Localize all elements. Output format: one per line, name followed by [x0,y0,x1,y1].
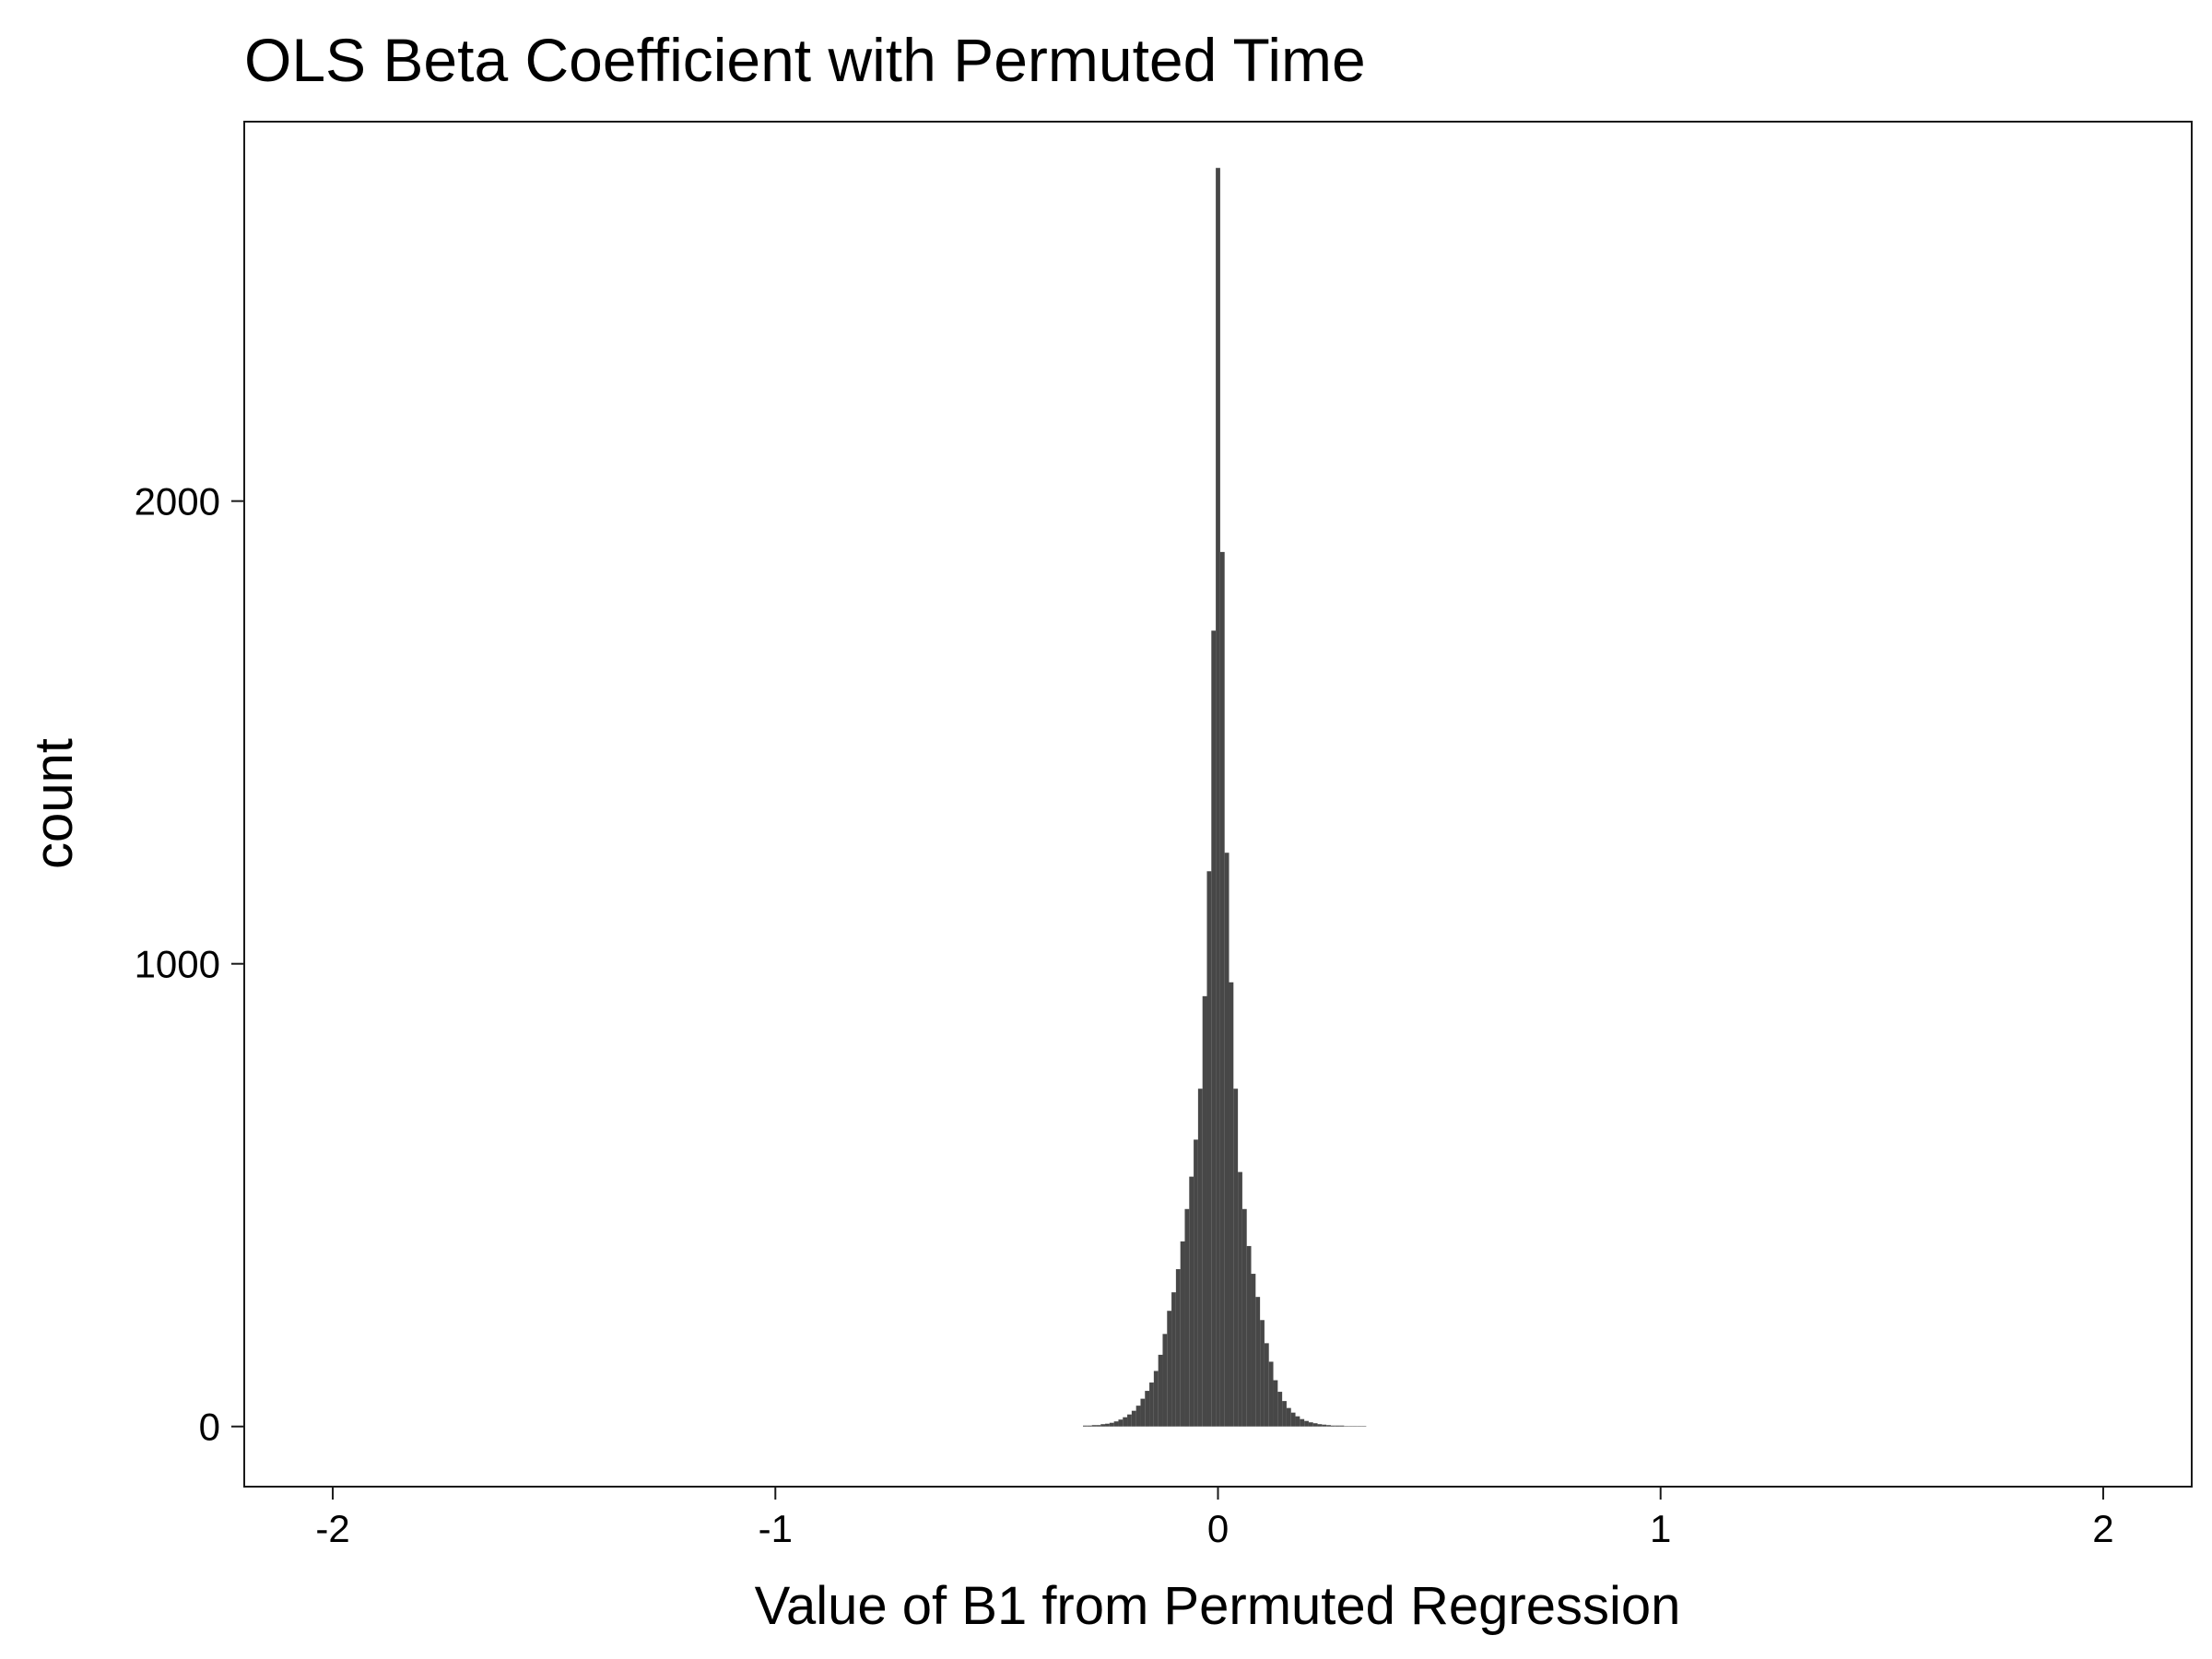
histogram-bar [1109,1422,1114,1427]
histogram-bar [1251,1274,1256,1427]
y-axis-title: count [24,738,84,869]
histogram-bar [1264,1343,1269,1427]
histogram-bar [1286,1407,1291,1427]
y-tick-label: 0 [199,1406,220,1449]
histogram-bar [1162,1334,1168,1427]
x-tick-label: -2 [315,1507,349,1550]
x-tick-label: -1 [759,1507,793,1550]
histogram-bar [1189,1176,1194,1427]
histogram-bar [1202,995,1207,1427]
histogram-bar [1105,1423,1110,1427]
x-tick-label: 0 [1207,1507,1229,1550]
histogram-bar [1140,1398,1146,1427]
histogram-bar [1194,1139,1198,1427]
histogram-bar [1216,168,1220,1427]
chart-title: OLS Beta Coefficient with Permuted Time [244,26,1366,94]
histogram-bar [1206,871,1212,1427]
histogram-bar [1087,1425,1092,1427]
histogram-bar [1123,1417,1128,1427]
histogram-bar [1100,1424,1106,1427]
y-tick-label: 2000 [135,480,220,524]
histogram-bar [1339,1425,1345,1427]
histogram-bar [1268,1361,1274,1427]
histogram-bar [1290,1412,1296,1427]
histogram-bar [1348,1426,1353,1427]
histogram-bar [1335,1425,1340,1427]
histogram-bar [1304,1420,1309,1427]
y-axis: 0 1000 2000 [135,480,244,1449]
x-axis: -2 -1 0 1 2 [315,1487,2114,1550]
histogram-bar [1171,1292,1176,1427]
histogram-bar [1300,1418,1305,1427]
histogram-bar [1149,1382,1154,1427]
histogram-bar [1308,1422,1313,1427]
histogram-bar [1091,1425,1097,1427]
histogram-bar [1260,1320,1265,1427]
histogram-bar [1277,1392,1283,1427]
histogram-bar [1135,1406,1141,1427]
histogram-bar [1312,1423,1318,1427]
histogram-bar [1184,1208,1190,1427]
histogram-bar [1352,1426,1358,1427]
histogram-bar [1083,1425,1088,1427]
histogram-bars [1083,168,1367,1427]
histogram-bar [1326,1425,1331,1427]
histogram-bar [1233,1088,1239,1427]
histogram-bar [1229,982,1234,1427]
histogram-bar [1127,1414,1132,1427]
histogram-bar [1219,551,1225,1427]
histogram-bar [1282,1401,1287,1427]
histogram-bar [1344,1426,1349,1427]
histogram-bar [1224,853,1230,1427]
histogram-bar [1238,1171,1242,1427]
histogram-bar [1167,1311,1172,1427]
histogram-bar [1317,1424,1323,1427]
histogram-bar [1158,1354,1163,1427]
histogram-bar [1118,1419,1124,1427]
x-tick-label: 2 [2092,1507,2113,1550]
histogram-bar [1180,1241,1185,1427]
histogram-bar [1322,1424,1327,1427]
histogram-bar [1131,1410,1136,1427]
x-axis-title: Value of B1 from Permuted Regression [755,1576,1681,1636]
histogram-bar [1255,1297,1261,1427]
histogram-bar [1153,1371,1159,1427]
histogram-bar [1246,1245,1252,1427]
histogram-bar [1113,1421,1119,1427]
histogram-bar [1361,1426,1367,1427]
y-tick-label: 1000 [135,943,220,986]
histogram-bar [1096,1425,1101,1427]
histogram-bar [1145,1391,1150,1427]
histogram-bar [1357,1426,1362,1427]
histogram-bar [1241,1208,1247,1427]
x-tick-label: 1 [1650,1507,1671,1550]
histogram-bar [1273,1380,1278,1427]
histogram-bar [1175,1269,1181,1427]
histogram-bar [1295,1416,1300,1427]
histogram-bar [1211,630,1217,1427]
histogram-bar [1330,1425,1335,1427]
histogram-bar [1197,1088,1203,1427]
